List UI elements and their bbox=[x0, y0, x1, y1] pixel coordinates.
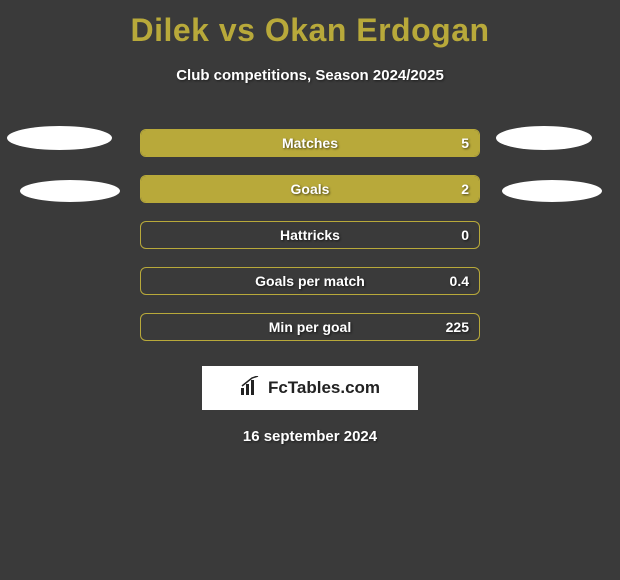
stat-row: Min per goal 225 bbox=[0, 304, 620, 350]
stat-bar: Goals per match 0.4 bbox=[140, 267, 480, 295]
subtitle: Club competitions, Season 2024/2025 bbox=[0, 67, 620, 84]
stat-label: Matches bbox=[282, 135, 338, 151]
chart-icon bbox=[240, 376, 262, 401]
date-text: 16 september 2024 bbox=[0, 428, 620, 445]
stat-value: 0 bbox=[461, 227, 469, 243]
stat-row: Goals per match 0.4 bbox=[0, 258, 620, 304]
stat-bar: Hattricks 0 bbox=[140, 221, 480, 249]
stat-label: Hattricks bbox=[280, 227, 340, 243]
stats-area: Matches 5 Goals 2 Hattricks 0 Goals per … bbox=[0, 120, 620, 445]
stat-value: 225 bbox=[446, 319, 469, 335]
stat-label: Goals per match bbox=[255, 273, 365, 289]
brand-text: FcTables.com bbox=[268, 378, 380, 398]
stat-value: 2 bbox=[461, 181, 469, 197]
page-title: Dilek vs Okan Erdogan bbox=[0, 0, 620, 49]
stat-bar: Goals 2 bbox=[140, 175, 480, 203]
stat-bar: Min per goal 225 bbox=[140, 313, 480, 341]
stat-bar: Matches 5 bbox=[140, 129, 480, 157]
stat-value: 5 bbox=[461, 135, 469, 151]
stat-value: 0.4 bbox=[450, 273, 469, 289]
stat-label: Min per goal bbox=[269, 319, 351, 335]
stat-label: Goals bbox=[291, 181, 330, 197]
stat-row: Goals 2 bbox=[0, 166, 620, 212]
stat-row: Matches 5 bbox=[0, 120, 620, 166]
stat-row: Hattricks 0 bbox=[0, 212, 620, 258]
brand-badge: FcTables.com bbox=[202, 366, 418, 410]
